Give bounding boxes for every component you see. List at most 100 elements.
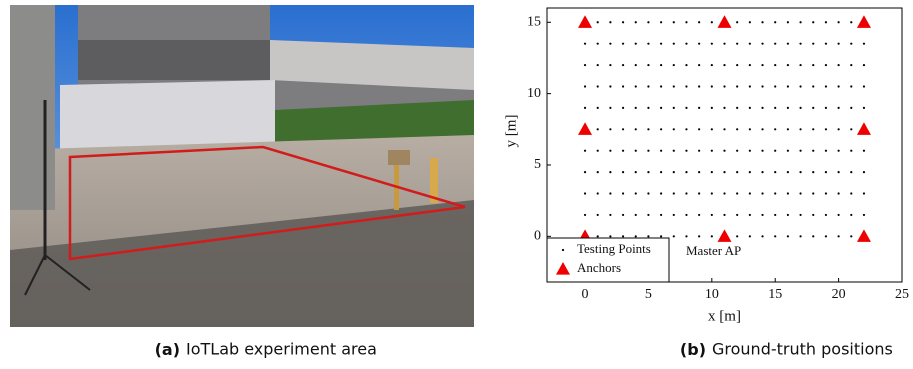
legend-marker xyxy=(562,249,564,251)
testing-point xyxy=(723,171,725,173)
testing-point xyxy=(749,150,751,152)
testing-point xyxy=(825,85,827,87)
testing-point xyxy=(673,21,675,23)
testing-point xyxy=(584,214,586,216)
testing-point xyxy=(660,21,662,23)
testing-point xyxy=(838,192,840,194)
testing-point xyxy=(711,150,713,152)
testing-point xyxy=(787,128,789,130)
testing-point xyxy=(799,43,801,45)
testing-point xyxy=(761,128,763,130)
testing-point xyxy=(673,235,675,237)
testing-point xyxy=(597,107,599,109)
testing-point xyxy=(761,64,763,66)
testing-point xyxy=(825,171,827,173)
legend-label: Testing Points xyxy=(577,241,651,256)
testing-point xyxy=(597,85,599,87)
testing-point xyxy=(736,192,738,194)
testing-point xyxy=(673,214,675,216)
testing-point xyxy=(660,128,662,130)
testing-point xyxy=(698,21,700,23)
testing-point xyxy=(673,150,675,152)
testing-point xyxy=(711,21,713,23)
testing-point xyxy=(838,64,840,66)
caption-label: (b) xyxy=(680,340,706,359)
caption: IoTLab experiment area xyxy=(186,340,377,359)
testing-point xyxy=(635,107,637,109)
testing-point xyxy=(863,171,865,173)
testing-point xyxy=(698,214,700,216)
testing-point xyxy=(863,192,865,194)
testing-point xyxy=(711,43,713,45)
testing-point xyxy=(825,192,827,194)
y-tick-label: 0 xyxy=(534,229,541,244)
testing-point xyxy=(774,235,776,237)
testing-point xyxy=(749,43,751,45)
testing-point xyxy=(736,128,738,130)
testing-point xyxy=(597,21,599,23)
testing-point xyxy=(736,43,738,45)
testing-point xyxy=(812,107,814,109)
testing-point xyxy=(660,107,662,109)
testing-point xyxy=(761,171,763,173)
testing-point xyxy=(749,64,751,66)
testing-point xyxy=(622,43,624,45)
testing-point xyxy=(787,64,789,66)
testing-point xyxy=(635,235,637,237)
testing-point xyxy=(749,192,751,194)
testing-point xyxy=(774,21,776,23)
testing-point xyxy=(850,214,852,216)
caption: Ground-truth positions xyxy=(712,340,893,359)
testing-point xyxy=(799,171,801,173)
photo xyxy=(10,5,474,327)
testing-point xyxy=(838,171,840,173)
testing-point xyxy=(635,85,637,87)
testing-point xyxy=(660,85,662,87)
testing-point xyxy=(635,21,637,23)
testing-point xyxy=(761,235,763,237)
testing-point xyxy=(850,235,852,237)
testing-point xyxy=(774,150,776,152)
testing-point xyxy=(711,235,713,237)
testing-point xyxy=(749,21,751,23)
testing-point xyxy=(698,85,700,87)
testing-point xyxy=(736,64,738,66)
testing-point xyxy=(622,150,624,152)
testing-point xyxy=(673,192,675,194)
testing-point xyxy=(597,192,599,194)
testing-point xyxy=(597,214,599,216)
testing-point xyxy=(635,128,637,130)
testing-point xyxy=(749,171,751,173)
testing-point xyxy=(850,85,852,87)
testing-point xyxy=(761,21,763,23)
testing-point xyxy=(647,85,649,87)
testing-point xyxy=(774,128,776,130)
testing-point xyxy=(711,214,713,216)
testing-point xyxy=(736,21,738,23)
testing-point xyxy=(698,150,700,152)
testing-point xyxy=(850,43,852,45)
testing-point xyxy=(736,171,738,173)
x-tick-label: 5 xyxy=(645,287,652,302)
testing-point xyxy=(685,128,687,130)
testing-point xyxy=(812,21,814,23)
testing-point xyxy=(812,150,814,152)
caption-label: (a) xyxy=(155,340,180,359)
testing-point xyxy=(673,128,675,130)
testing-point xyxy=(622,107,624,109)
testing-point xyxy=(787,150,789,152)
testing-point xyxy=(711,64,713,66)
testing-point xyxy=(609,107,611,109)
testing-point xyxy=(711,85,713,87)
testing-point xyxy=(584,107,586,109)
testing-point xyxy=(761,214,763,216)
testing-point xyxy=(812,43,814,45)
testing-point xyxy=(660,235,662,237)
testing-point xyxy=(647,235,649,237)
testing-point xyxy=(787,214,789,216)
testing-point xyxy=(838,214,840,216)
testing-point xyxy=(660,64,662,66)
testing-point xyxy=(609,214,611,216)
testing-point xyxy=(685,107,687,109)
testing-point xyxy=(749,235,751,237)
